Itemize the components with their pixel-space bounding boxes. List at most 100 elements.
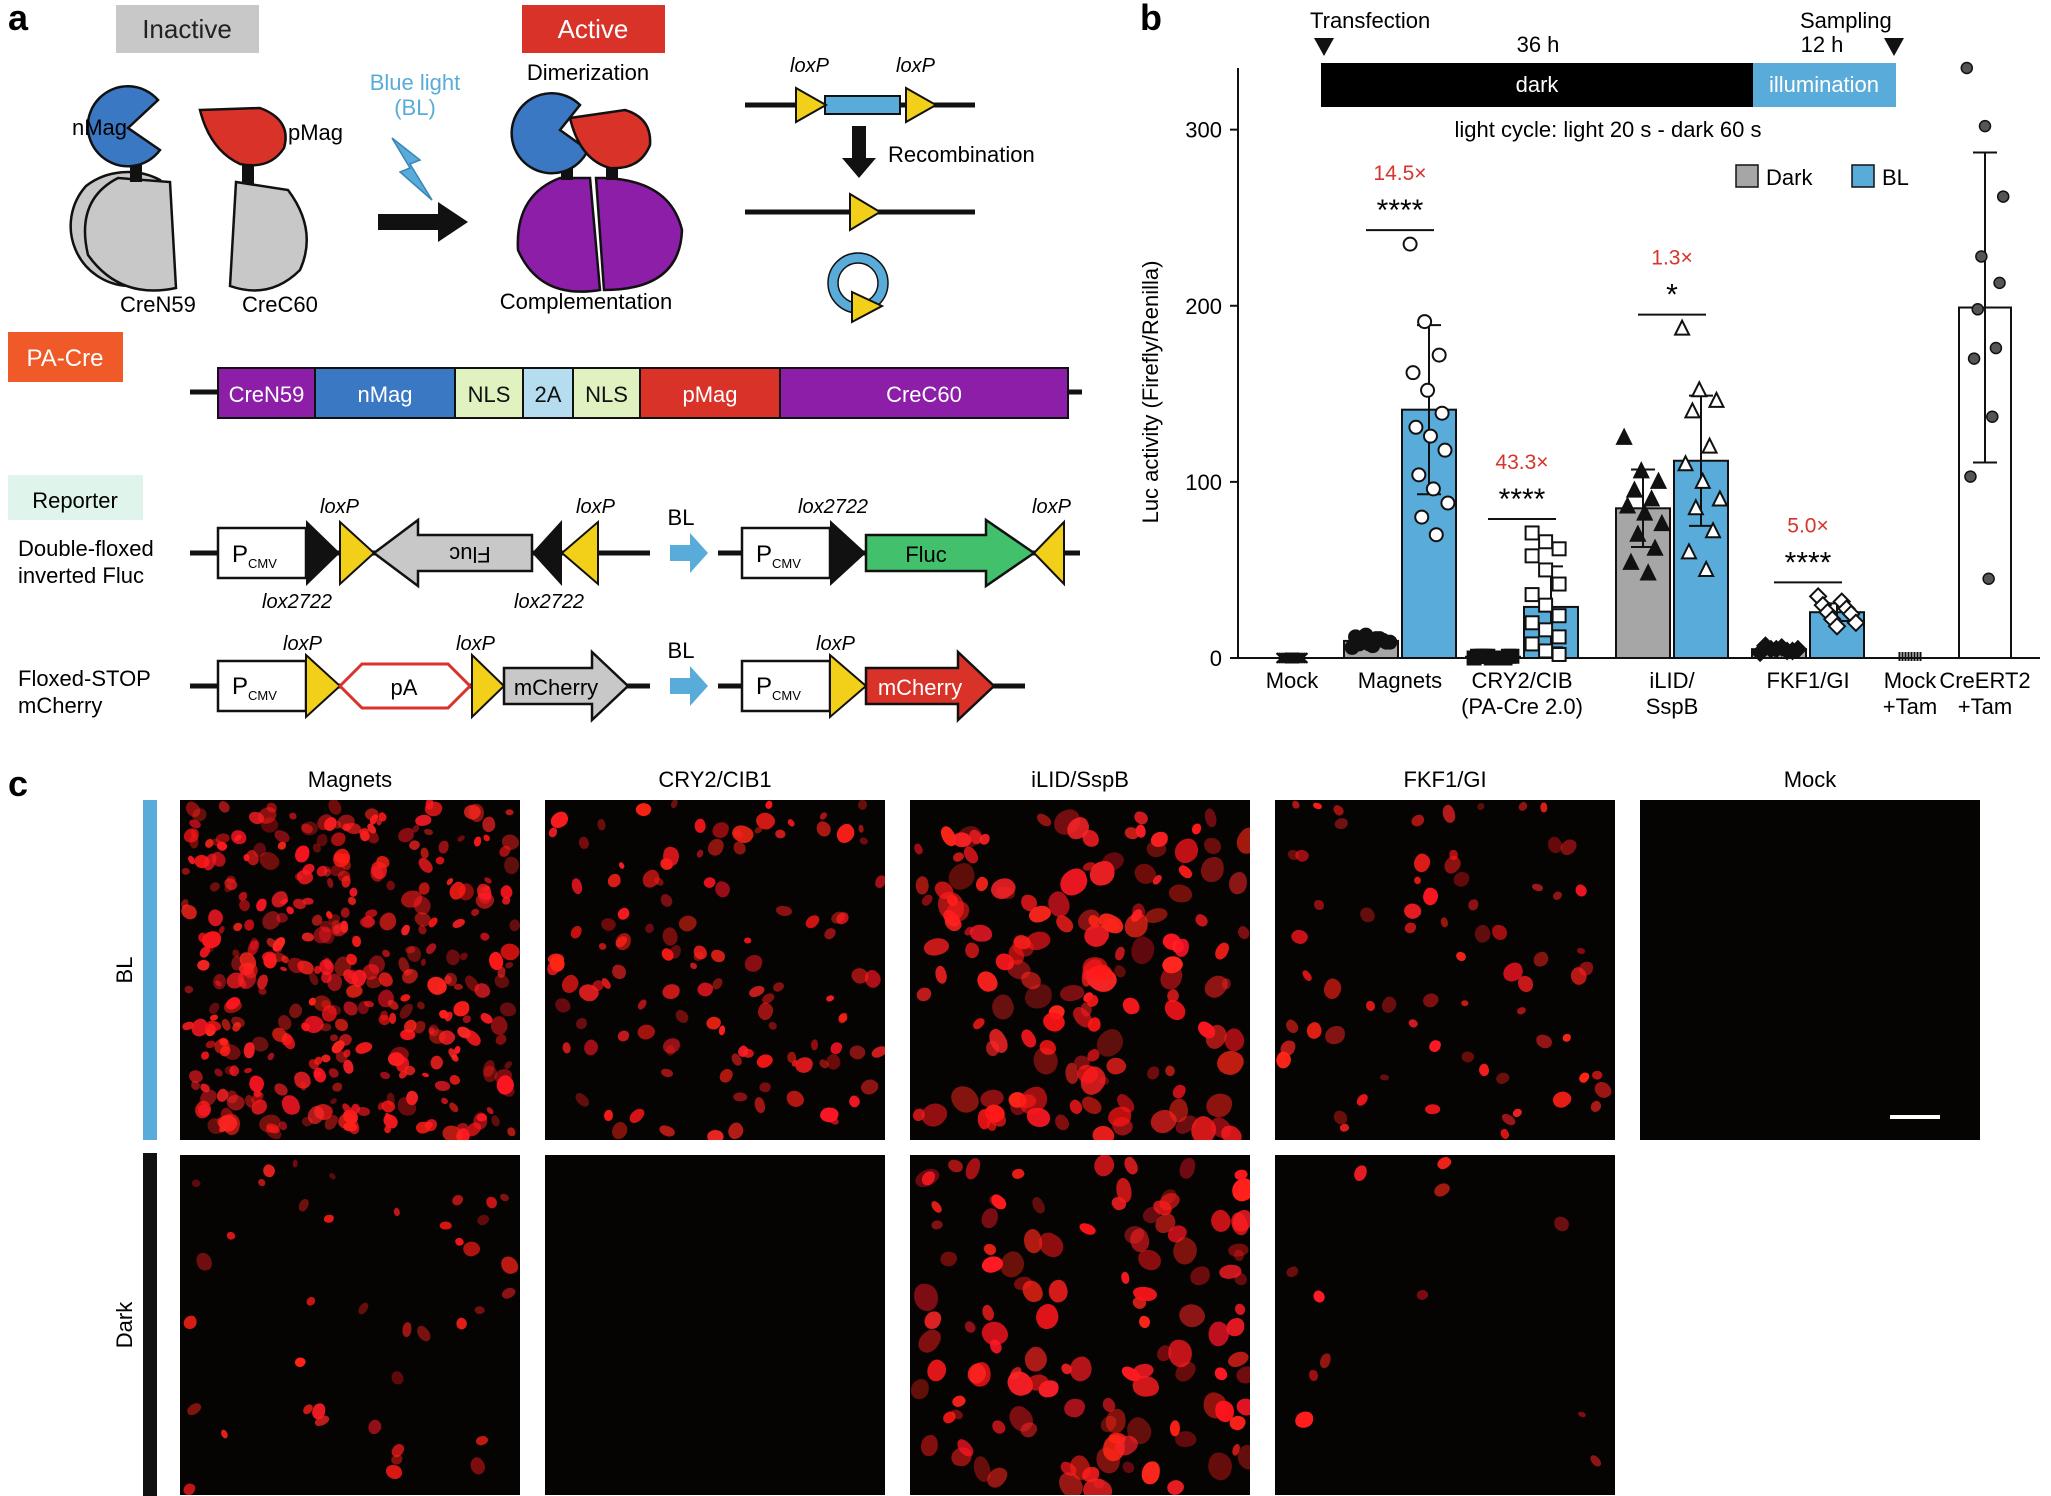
group-6-white-point-0	[1960, 61, 1974, 75]
cell	[218, 924, 226, 934]
cell	[305, 1296, 317, 1307]
cell	[1089, 1155, 1119, 1180]
double-floxed-label-2: inverted Fluc	[18, 563, 144, 588]
loxP-label-1: loxP	[790, 55, 830, 77]
cell	[1291, 800, 1301, 810]
group-1-bl-point-4	[1420, 382, 1436, 398]
cell	[1175, 938, 1189, 957]
cell	[946, 1080, 983, 1118]
cell	[978, 833, 991, 846]
cell	[243, 1042, 255, 1060]
scale-bar	[1890, 1115, 1940, 1119]
fluc-inverted-label: Fluc	[449, 542, 491, 567]
floxed-stop-label-2: mCherry	[18, 693, 102, 718]
cell	[611, 963, 628, 981]
mcherry-label: mCherry	[514, 675, 598, 700]
cell	[201, 1051, 211, 1062]
cell	[553, 996, 573, 1016]
cell	[1578, 1070, 1592, 1085]
group-6-white-point-10	[1982, 572, 1995, 585]
reporter-section: Reporter Double-floxed inverted Fluc PCM…	[8, 475, 1080, 723]
group-4-dark-point-6	[1783, 641, 1802, 661]
group-4-significance: ****	[1785, 546, 1832, 579]
group-2-bl-point-2	[1551, 541, 1567, 557]
cell	[733, 1091, 749, 1102]
cell	[1534, 1033, 1553, 1050]
cell	[832, 820, 858, 846]
cell	[384, 879, 397, 893]
fluc-label: Fluc	[905, 542, 947, 567]
loxP-label-4: loxP	[576, 496, 616, 518]
group-1-bl-point-12	[1414, 509, 1430, 525]
cell	[420, 958, 426, 966]
cell	[973, 874, 991, 893]
cell	[606, 873, 623, 889]
cell	[572, 1090, 592, 1109]
cell	[1052, 1112, 1073, 1133]
cell	[743, 937, 752, 944]
cell	[260, 1162, 278, 1180]
group-4-label-0: FKF1/GI	[1766, 668, 1849, 693]
cell	[446, 1100, 460, 1114]
cell	[1517, 800, 1529, 813]
recombination-label: Recombination	[888, 142, 1035, 167]
cell	[392, 1206, 401, 1217]
cell	[474, 1304, 486, 1315]
cell	[937, 892, 965, 922]
creC60-label: CreC60	[242, 292, 318, 317]
group-1-bl-point-3	[1405, 365, 1421, 381]
group-2-significance: ****	[1499, 483, 1546, 516]
bar-group-2: **** 43.3× CRY2/CIB(PA-Cre 2.0)	[1461, 451, 1583, 719]
group-6-white-point-1	[1978, 119, 1992, 133]
cell	[929, 1199, 944, 1215]
cell	[453, 1045, 461, 1055]
cell	[485, 1106, 495, 1116]
cell	[1439, 802, 1458, 824]
cell	[1562, 1032, 1572, 1043]
construct-label-2: NLS	[468, 382, 511, 407]
lightning-icon	[391, 137, 433, 201]
cell	[773, 827, 786, 840]
cell	[634, 1020, 658, 1043]
cell	[1311, 1288, 1327, 1304]
cell	[988, 873, 1020, 904]
blue-light-label-1: Blue light	[370, 70, 461, 95]
cell	[947, 1158, 964, 1173]
group-6-label-1: +Tam	[1958, 694, 2012, 719]
cell	[254, 897, 268, 913]
group-2-dark-point-10	[1473, 648, 1489, 664]
cell	[1010, 1167, 1026, 1182]
cell	[340, 999, 360, 1018]
group-4-dark-point-7	[1766, 639, 1786, 659]
cell	[288, 812, 298, 821]
cell	[504, 960, 515, 971]
dark-duration-label: 36 h	[1517, 32, 1560, 57]
group-3-dark-point-6	[1636, 503, 1654, 521]
group-2-bl-point-9	[1524, 615, 1540, 631]
group-6-white-point-5	[1971, 303, 1984, 316]
group-3-bl-point-4	[1700, 436, 1719, 454]
micro-title-5: Mock	[1784, 767, 1838, 792]
group-6-white-point-7	[1967, 352, 1981, 365]
cell	[1099, 1076, 1110, 1086]
micrograph-dark-fkf1	[1275, 1155, 1615, 1495]
cell	[421, 1072, 430, 1079]
cell	[975, 968, 1000, 994]
cell	[580, 1037, 601, 1058]
cell	[692, 818, 707, 834]
cell	[912, 1282, 939, 1312]
cell	[1212, 940, 1231, 962]
cell	[856, 800, 870, 812]
group-3-dark-point-5	[1618, 496, 1637, 514]
cell	[1232, 1270, 1249, 1287]
cell	[1178, 1156, 1196, 1180]
cell	[439, 1220, 453, 1231]
group-3-dark-point-9	[1646, 538, 1664, 556]
panel-letter-a: a	[8, 0, 29, 38]
group-2-bl-point-11	[1551, 629, 1567, 645]
group-3-bl-point-9	[1704, 520, 1722, 539]
bar-group-6: CreERT2+Tam	[1939, 61, 2031, 719]
cell	[1531, 883, 1544, 892]
loxP-label-6: loxP	[283, 633, 323, 655]
